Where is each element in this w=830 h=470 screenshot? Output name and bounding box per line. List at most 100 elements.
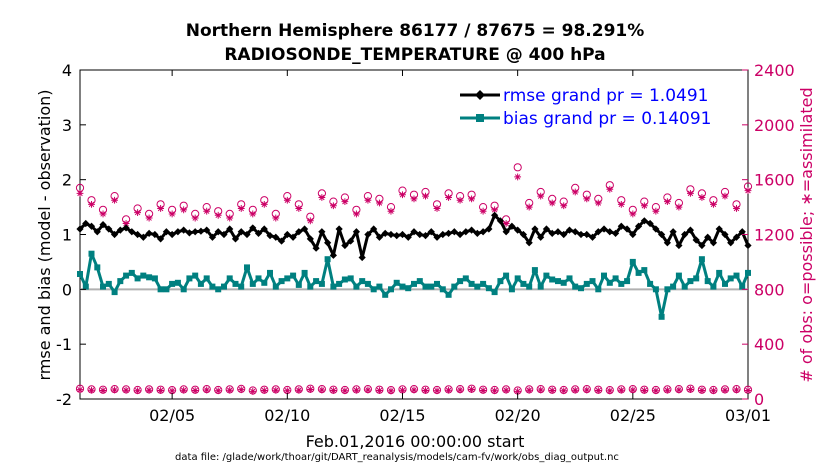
bias-point bbox=[439, 286, 446, 293]
rmse-point bbox=[606, 228, 614, 236]
obs-assimilated-low-marker bbox=[122, 386, 130, 394]
rmse-point bbox=[254, 229, 263, 238]
bias-point bbox=[157, 286, 164, 293]
bias-point bbox=[146, 274, 153, 281]
rmse-point bbox=[416, 230, 424, 239]
bias-point bbox=[520, 280, 527, 287]
obs-assimilated-marker bbox=[364, 196, 372, 204]
bias-point bbox=[485, 285, 492, 292]
rmse-point bbox=[203, 226, 211, 234]
bias-point bbox=[687, 278, 694, 285]
bias-point bbox=[670, 283, 677, 290]
obs-assimilated-marker bbox=[180, 206, 188, 214]
obs-assimilated-marker bbox=[145, 214, 153, 222]
y-tick-label-left: 3 bbox=[62, 116, 72, 135]
bias-point bbox=[105, 280, 112, 287]
rmse-point bbox=[398, 230, 407, 239]
chart-subtitle: RADIOSONDE_TEMPERATURE @ 400 hPa bbox=[224, 45, 605, 65]
rmse-series bbox=[76, 211, 752, 262]
rmse-point bbox=[577, 230, 585, 239]
obs-assimilated-marker bbox=[652, 207, 660, 215]
bias-point bbox=[566, 275, 573, 282]
obs-assimilated-marker bbox=[571, 188, 579, 196]
rmse-point bbox=[312, 244, 320, 252]
obs-assimilated-low-marker bbox=[629, 386, 637, 394]
obs-assimilated-marker bbox=[640, 202, 648, 210]
bias-point bbox=[480, 280, 487, 287]
obs-assimilated-series bbox=[76, 173, 752, 227]
rmse-point bbox=[226, 225, 234, 233]
rmse-point bbox=[214, 228, 222, 236]
rmse-point bbox=[485, 225, 493, 233]
bias-point bbox=[82, 283, 89, 290]
obs-assimilated-low-marker bbox=[399, 386, 406, 394]
bias-point bbox=[330, 283, 337, 290]
bias-point bbox=[451, 283, 458, 290]
legend-bias-label: bias grand pr = 0.14091 bbox=[503, 109, 712, 129]
rmse-point bbox=[231, 235, 240, 243]
obs-assimilated-low-marker bbox=[560, 387, 568, 395]
rmse-point bbox=[329, 251, 337, 259]
bias-point bbox=[244, 264, 250, 271]
bias-point bbox=[169, 280, 176, 287]
rmse-point bbox=[519, 230, 528, 239]
bias-point bbox=[445, 291, 452, 298]
bias-point bbox=[376, 283, 383, 290]
bias-point bbox=[578, 285, 584, 292]
rmse-point bbox=[594, 228, 602, 236]
bias-point bbox=[601, 272, 607, 279]
bias-point bbox=[336, 280, 343, 287]
obs-assimilated-low-marker bbox=[134, 387, 141, 395]
rmse-point bbox=[686, 226, 695, 234]
obs-assimilated-low-marker bbox=[318, 386, 326, 394]
obs-assimilated-low-marker bbox=[710, 387, 717, 395]
rmse-point bbox=[151, 230, 159, 239]
y-tick-label-right: 0 bbox=[754, 390, 764, 409]
obs-assimilated-low-marker bbox=[364, 386, 372, 394]
legend-box bbox=[450, 82, 740, 132]
obs-assimilated-low-marker bbox=[468, 386, 475, 393]
rmse-point bbox=[565, 226, 574, 234]
legend-bias-square-icon bbox=[476, 114, 484, 122]
bias-point bbox=[704, 278, 711, 285]
rmse-point bbox=[508, 222, 516, 230]
bias-point bbox=[111, 289, 118, 296]
rmse-point bbox=[709, 239, 718, 247]
y-axis-label-right: # of obs: o=possible; ∗=assimilated bbox=[797, 87, 816, 382]
obs-assimilated-low-marker bbox=[687, 386, 694, 393]
obs-assimilated-low-marker bbox=[537, 386, 545, 394]
rmse-point bbox=[444, 229, 453, 238]
rmse-point bbox=[347, 237, 355, 245]
obs-assimilated-low-marker bbox=[329, 387, 337, 394]
rmse-point bbox=[266, 231, 274, 240]
obs-assimilated-low-marker bbox=[111, 386, 118, 394]
rmse-point bbox=[658, 230, 666, 239]
y-tick-label-left: 1 bbox=[62, 226, 72, 245]
rmse-point bbox=[732, 233, 741, 241]
bias-point bbox=[675, 272, 682, 279]
obs-assimilated-marker bbox=[733, 205, 740, 212]
bias-point bbox=[215, 286, 222, 293]
obs-assimilated-low-marker bbox=[145, 386, 153, 394]
obs-assimilated-marker bbox=[353, 210, 360, 218]
bias-point bbox=[318, 280, 325, 287]
bias-point bbox=[618, 280, 625, 287]
bias-point bbox=[457, 278, 464, 285]
obs-assimilated-marker bbox=[111, 196, 118, 204]
legend-rmse-label: rmse grand pr = 1.0491 bbox=[503, 86, 708, 106]
bias-point bbox=[324, 256, 331, 263]
bias-point bbox=[192, 272, 199, 279]
rmse-point bbox=[548, 229, 556, 238]
bias-point bbox=[88, 250, 95, 257]
rmse-point bbox=[93, 228, 101, 236]
obs-assimilated-low-marker bbox=[99, 387, 107, 394]
bias-series bbox=[77, 250, 751, 320]
obs-assimilated-marker bbox=[514, 173, 522, 181]
obs-assimilated-low-marker bbox=[306, 386, 314, 393]
bias-point bbox=[370, 286, 377, 293]
bias-point bbox=[612, 275, 619, 282]
legend-rmse-diamond-icon bbox=[475, 90, 485, 100]
rmse-point bbox=[243, 230, 251, 239]
rmse-point bbox=[283, 230, 291, 239]
rmse-point bbox=[122, 224, 130, 232]
